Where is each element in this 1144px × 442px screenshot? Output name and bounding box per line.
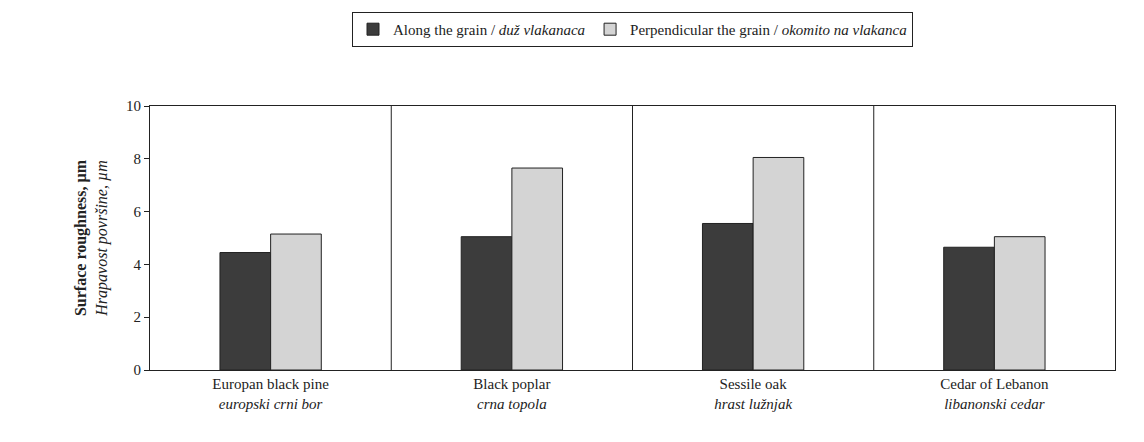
svg-text:Surface roughness, µmHrapavost: Surface roughness, µmHrapavost površine,…	[72, 159, 111, 316]
svg-text:6: 6	[134, 204, 142, 220]
svg-text:Black poplarcrna topola: Black poplarcrna topola	[473, 376, 550, 412]
svg-text:Perpendicular the grain / okom: Perpendicular the grain / okomito na vla…	[630, 22, 907, 38]
svg-text:4: 4	[134, 257, 142, 273]
svg-text:Cedar of Lebanonlibanonski ced: Cedar of Lebanonlibanonski cedar	[940, 376, 1049, 412]
svg-text:10: 10	[126, 98, 141, 114]
svg-text:Europan black pineeuropski crn: Europan black pineeuropski crni bor	[212, 376, 329, 412]
svg-text:8: 8	[134, 151, 142, 167]
svg-text:0: 0	[134, 362, 142, 378]
svg-text:2: 2	[134, 309, 142, 325]
svg-text:Sessile oakhrast lužnjak: Sessile oakhrast lužnjak	[714, 376, 792, 412]
svg-text:Along the grain / duž vlakanac: Along the grain / duž vlakanaca	[393, 22, 585, 38]
